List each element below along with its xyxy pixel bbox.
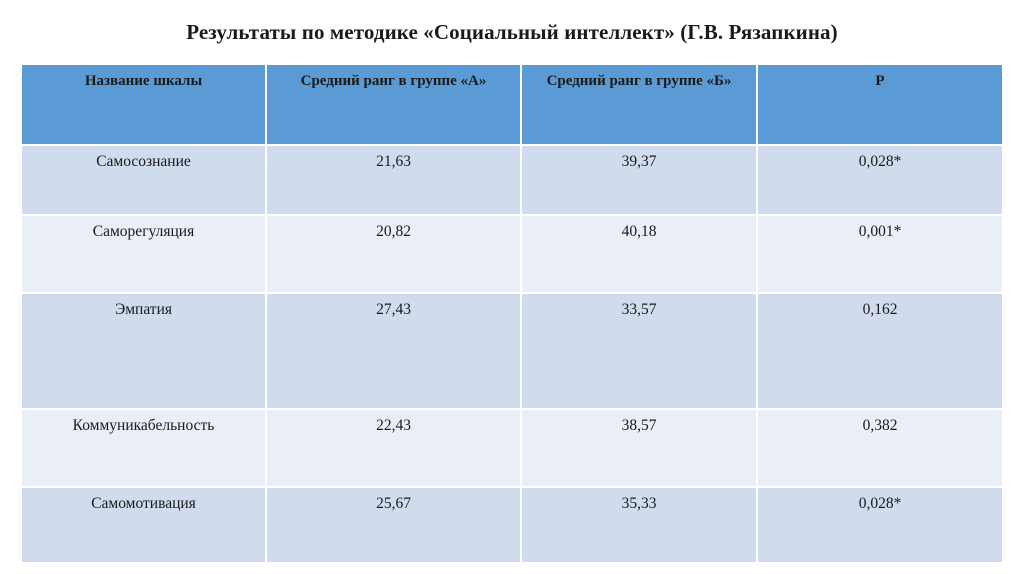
- cell-scale-name: Коммуникабельность: [20, 408, 267, 488]
- cell-p-value: 0,162: [756, 292, 1004, 410]
- cell-group-b-rank: 40,18: [520, 214, 758, 294]
- cell-scale-name: Эмпатия: [20, 292, 267, 410]
- cell-scale-name: Самомотивация: [20, 486, 267, 564]
- table-row: Самомотивация 25,67 35,33 0,028*: [20, 486, 1004, 564]
- header-group-a-rank: Средний ранг в группе «А»: [265, 63, 522, 146]
- cell-group-b-rank: 39,37: [520, 144, 758, 216]
- table-row: Эмпатия 27,43 33,57 0,162: [20, 292, 1004, 410]
- table-row: Саморегуляция 20,82 40,18 0,001*: [20, 214, 1004, 294]
- cell-group-a-rank: 20,82: [265, 214, 522, 294]
- cell-group-b-rank: 38,57: [520, 408, 758, 488]
- cell-scale-name: Саморегуляция: [20, 214, 267, 294]
- cell-scale-name: Самосознание: [20, 144, 267, 216]
- table-header-row: Название шкалы Средний ранг в группе «А»…: [20, 63, 1004, 146]
- table-row: Коммуникабельность 22,43 38,57 0,382: [20, 408, 1004, 488]
- table-row: Самосознание 21,63 39,37 0,028*: [20, 144, 1004, 216]
- cell-group-a-rank: 21,63: [265, 144, 522, 216]
- cell-group-b-rank: 33,57: [520, 292, 758, 410]
- cell-p-value: 0,001*: [756, 214, 1004, 294]
- cell-p-value: 0,028*: [756, 486, 1004, 564]
- results-table: Название шкалы Средний ранг в группе «А»…: [20, 63, 1004, 564]
- header-group-b-rank: Средний ранг в группе «Б»: [520, 63, 758, 146]
- cell-group-a-rank: 25,67: [265, 486, 522, 564]
- header-scale-name: Название шкалы: [20, 63, 267, 146]
- page-title: Результаты по методике «Социальный интел…: [186, 20, 838, 44]
- cell-group-a-rank: 27,43: [265, 292, 522, 410]
- cell-p-value: 0,382: [756, 408, 1004, 488]
- header-p-value: Р: [756, 63, 1004, 146]
- cell-group-b-rank: 35,33: [520, 486, 758, 564]
- cell-p-value: 0,028*: [756, 144, 1004, 216]
- cell-group-a-rank: 22,43: [265, 408, 522, 488]
